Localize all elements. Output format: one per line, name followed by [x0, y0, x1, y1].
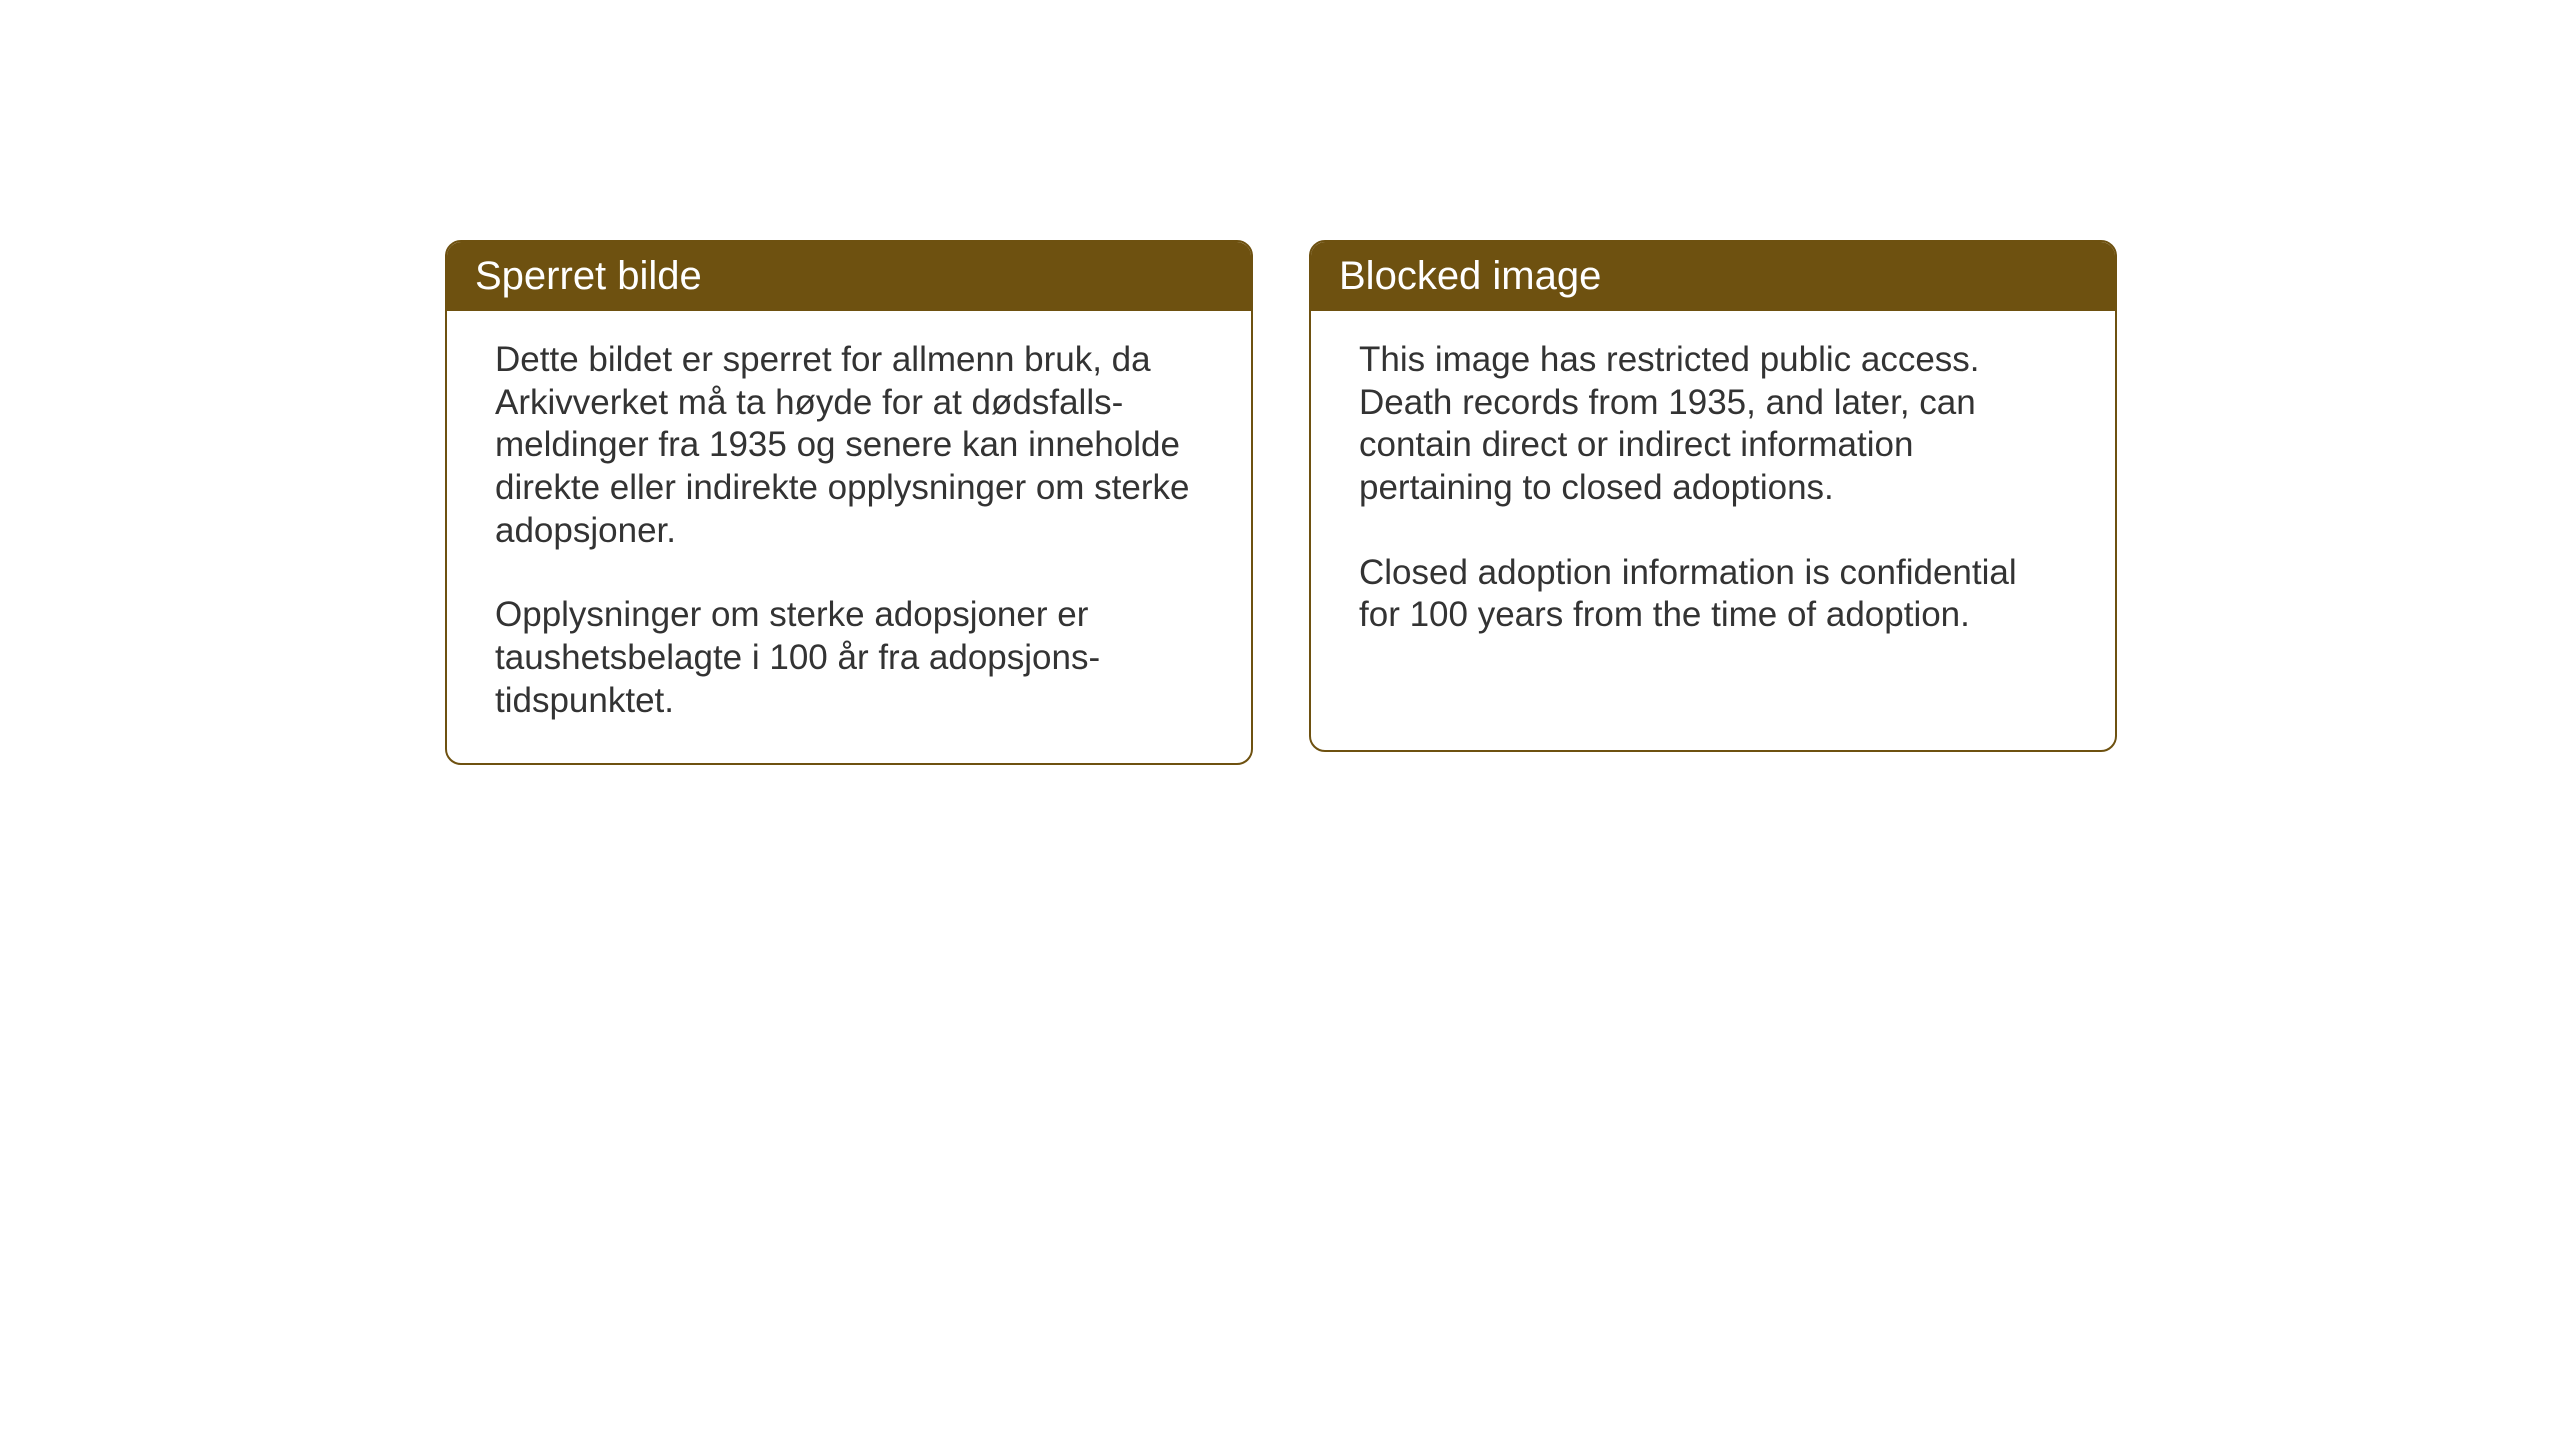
card-paragraph-1-english: This image has restricted public access.… [1359, 339, 2067, 510]
card-header-norwegian: Sperret bilde [447, 242, 1251, 311]
card-paragraph-2-norwegian: Opplysninger om sterke adopsjoner er tau… [495, 594, 1203, 722]
card-title-norwegian: Sperret bilde [475, 254, 702, 298]
card-paragraph-2-english: Closed adoption information is confident… [1359, 552, 2067, 637]
card-body-norwegian: Dette bildet er sperret for allmenn bruk… [447, 311, 1251, 763]
notice-cards-container: Sperret bilde Dette bildet er sperret fo… [445, 240, 2117, 765]
card-header-english: Blocked image [1311, 242, 2115, 311]
notice-card-norwegian: Sperret bilde Dette bildet er sperret fo… [445, 240, 1253, 765]
card-body-english: This image has restricted public access.… [1311, 311, 2115, 677]
card-paragraph-1-norwegian: Dette bildet er sperret for allmenn bruk… [495, 339, 1203, 552]
card-title-english: Blocked image [1339, 254, 1601, 298]
notice-card-english: Blocked image This image has restricted … [1309, 240, 2117, 752]
